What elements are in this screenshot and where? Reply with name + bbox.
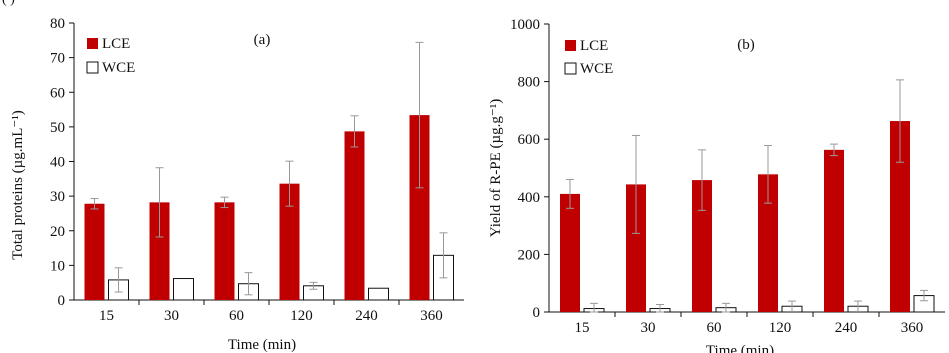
chart-b: Yield of R-PE (µg.g⁻¹) Time (min) (b) LC…: [488, 17, 945, 353]
chart-a-bar-lce: [279, 183, 300, 300]
chart-a-bar-lce: [344, 131, 365, 300]
chart-a-y-tick-label: 80: [50, 16, 65, 32]
chart-b-bar-lce: [692, 180, 712, 312]
chart-a-x-tick-label: 360: [420, 308, 443, 324]
chart-a-y-tick-label: 30: [50, 189, 65, 205]
chart-b-x-tick-label: 120: [769, 320, 792, 336]
chart-b-y-axis-label: Yield of R-PE (µg.g⁻¹): [488, 99, 504, 238]
chart-a-bar-wce: [368, 287, 389, 301]
chart-a-legend-swatch-lce: [87, 38, 98, 49]
chart-a: Total proteins (µg.mL⁻¹) Time (min) (a) …: [10, 16, 464, 353]
chart-b-y-tick-label: 600: [518, 132, 541, 148]
chart-a-y-axis-label: Total proteins (µg.mL⁻¹): [10, 110, 26, 260]
chart-b-bar-lce: [824, 149, 844, 312]
chart-b-bar-lce: [560, 193, 580, 312]
chart-a-legend-swatch-wce: [86, 61, 99, 74]
chart-a-y-tick-label: 70: [50, 51, 65, 67]
chart-a-y-tick-label: 50: [50, 120, 65, 136]
chart-a-x-tick-label: 60: [229, 308, 244, 324]
chart-a-y-tick-label: 0: [58, 293, 66, 309]
chart-b-bar-lce: [626, 184, 646, 312]
chart-a-legend-label-lce: LCE: [102, 36, 130, 52]
chart-b-legend: LCE WCE: [564, 38, 613, 77]
chart-b-plot: 0 200 400 600 800 1000 15 30 60 120 240 360: [510, 17, 945, 336]
chart-b-panel-label: (b): [737, 37, 755, 53]
chart-a-x-tick-label: 240: [355, 308, 378, 324]
chart-a-bar-lce: [149, 202, 170, 300]
chart-b-legend-label-wce: WCE: [580, 61, 613, 77]
chart-a-bar-wce: [173, 278, 194, 301]
chart-a-bar-lce: [409, 115, 430, 300]
chart-b-bar-lce: [758, 174, 778, 312]
chart-b-bar-lce: [890, 121, 910, 312]
svg-text:Yield of R-PE (µg.g⁻¹): Yield of R-PE (µg.g⁻¹): [488, 99, 504, 238]
chart-a-bar-lce: [214, 202, 235, 300]
chart-b-legend-swatch-lce: [565, 40, 576, 51]
chart-a-legend-label-wce: WCE: [102, 60, 135, 76]
chart-a-y-tick-label: 20: [50, 224, 65, 240]
chart-b-y-tick-label: 0: [533, 305, 541, 321]
chart-b-x-tick-label: 240: [835, 320, 858, 336]
chart-b-y-tick-label: 200: [518, 247, 541, 263]
chart-b-x-tick-label: 15: [575, 320, 590, 336]
chart-b-x-tick-label: 30: [641, 320, 656, 336]
chart-a-y-tick-label: 40: [50, 155, 65, 171]
chart-b-x-tick-label: 360: [901, 320, 924, 336]
svg-text:Total proteins (µg.mL⁻¹): Total proteins (µg.mL⁻¹): [10, 110, 26, 260]
chart-b-y-tick-label: 800: [518, 75, 541, 91]
cropped-header-text: ( ): [2, 0, 15, 8]
chart-a-panel-label: (a): [254, 32, 271, 48]
chart-a-legend: LCE WCE: [86, 36, 135, 76]
chart-b-legend-label-lce: LCE: [580, 38, 608, 54]
chart-b-y-tick-label: 1000: [510, 17, 540, 33]
chart-a-x-tick-label: 120: [290, 308, 313, 324]
chart-b-legend-swatch-wce: [564, 62, 577, 75]
chart-a-plot: 0 10 20 30 40 50 60 70 80 15 30 60 120 240 360: [50, 16, 464, 324]
chart-a-bar-lce: [84, 203, 105, 300]
chart-a-y-tick-label: 10: [50, 258, 65, 274]
chart-a-x-tick-label: 30: [164, 308, 179, 324]
chart-b-y-tick-label: 400: [518, 190, 541, 206]
chart-b-x-tick-label: 60: [707, 320, 722, 336]
chart-b-x-axis-label: Time (min): [706, 343, 774, 353]
chart-a-x-tick-label: 15: [99, 308, 114, 324]
chart-a-x-axis-label: Time (min): [228, 337, 296, 353]
chart-a-y-tick-label: 60: [50, 85, 65, 101]
